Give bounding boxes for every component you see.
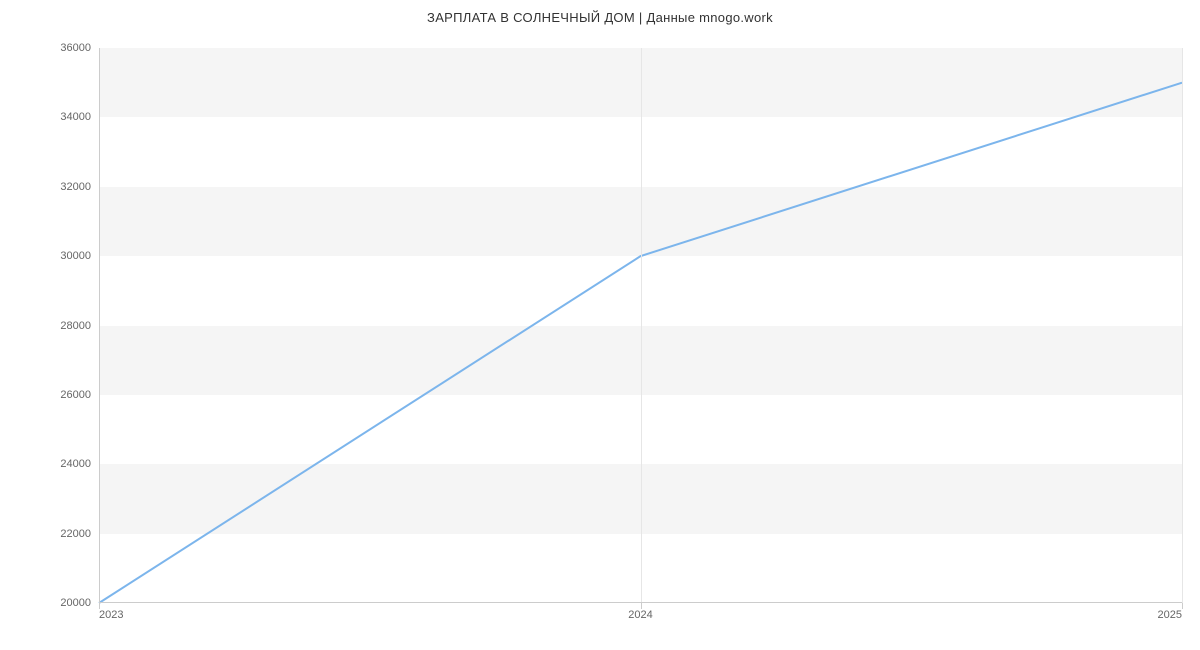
x-tick-label: 2023 [99,609,123,621]
x-tick-label: 2024 [628,609,652,621]
y-tick-label: 24000 [60,458,91,470]
x-tick-mark [99,603,100,609]
y-tick-label: 36000 [60,42,91,54]
chart-title: ЗАРПЛАТА В СОЛНЕЧНЫЙ ДОМ | Данные mnogo.… [0,10,1200,25]
gridline-vertical [641,48,642,603]
x-tick-mark [641,603,642,609]
y-tick-label: 30000 [60,250,91,262]
y-tick-label: 32000 [60,181,91,193]
y-axis-line [99,48,100,603]
x-tick-label: 2025 [1158,609,1182,621]
y-tick-label: 28000 [60,320,91,332]
y-tick-label: 34000 [60,111,91,123]
y-tick-label: 20000 [60,597,91,609]
x-tick-mark [1182,603,1183,609]
gridline-vertical [1182,48,1183,603]
y-tick-label: 26000 [60,389,91,401]
y-tick-label: 22000 [60,528,91,540]
plot-area: 2000022000240002600028000300003200034000… [99,48,1182,603]
